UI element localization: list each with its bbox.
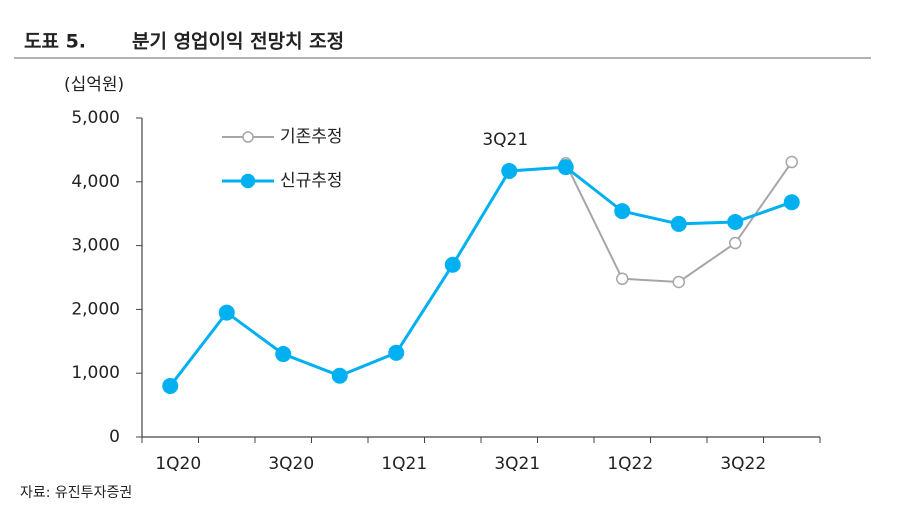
y-tick-label: 3,000 xyxy=(71,236,120,256)
legend-marker xyxy=(240,173,256,189)
x-tick-label: 3Q22 xyxy=(720,454,766,474)
data-point xyxy=(162,377,179,394)
data-point xyxy=(501,162,518,179)
y-tick-label: 2,000 xyxy=(71,299,120,319)
legend-label: 기존추정 xyxy=(280,127,343,147)
data-point xyxy=(785,155,798,169)
x-tick-label: 3Q21 xyxy=(494,454,540,474)
y-axis-label: (십억원) xyxy=(64,75,124,95)
y-tick-label: 5,000 xyxy=(71,108,120,128)
legend-label: 신규추정 xyxy=(280,171,343,191)
data-point xyxy=(275,346,292,363)
data-point xyxy=(783,194,800,211)
data-point xyxy=(331,367,348,384)
legend-marker xyxy=(242,131,254,143)
x-tick-label: 1Q21 xyxy=(381,454,427,474)
chart-title: 분기 영업이익 전망치 조정 xyxy=(132,31,344,53)
x-tick-label: 1Q20 xyxy=(155,454,201,474)
source: 자료: 유진투자증권 xyxy=(20,485,132,501)
data-point xyxy=(616,272,629,286)
x-tick-label: 3Q20 xyxy=(268,454,314,474)
y-tick-label: 1,000 xyxy=(71,363,120,383)
figure-label: 도표 5. xyxy=(24,31,86,53)
data-point xyxy=(672,275,685,289)
y-tick-label: 4,000 xyxy=(71,172,120,192)
data-point xyxy=(670,215,687,232)
data-point xyxy=(727,213,744,230)
x-tick-label: 1Q22 xyxy=(607,454,653,474)
data-point xyxy=(614,203,631,220)
data-point xyxy=(388,344,405,361)
y-tick-label: 0 xyxy=(109,427,120,447)
data-point xyxy=(557,159,574,176)
data-point xyxy=(444,256,461,273)
series-line xyxy=(169,165,793,387)
data-point xyxy=(729,236,742,250)
data-point xyxy=(218,304,235,321)
annotation: 3Q21 xyxy=(482,130,528,150)
